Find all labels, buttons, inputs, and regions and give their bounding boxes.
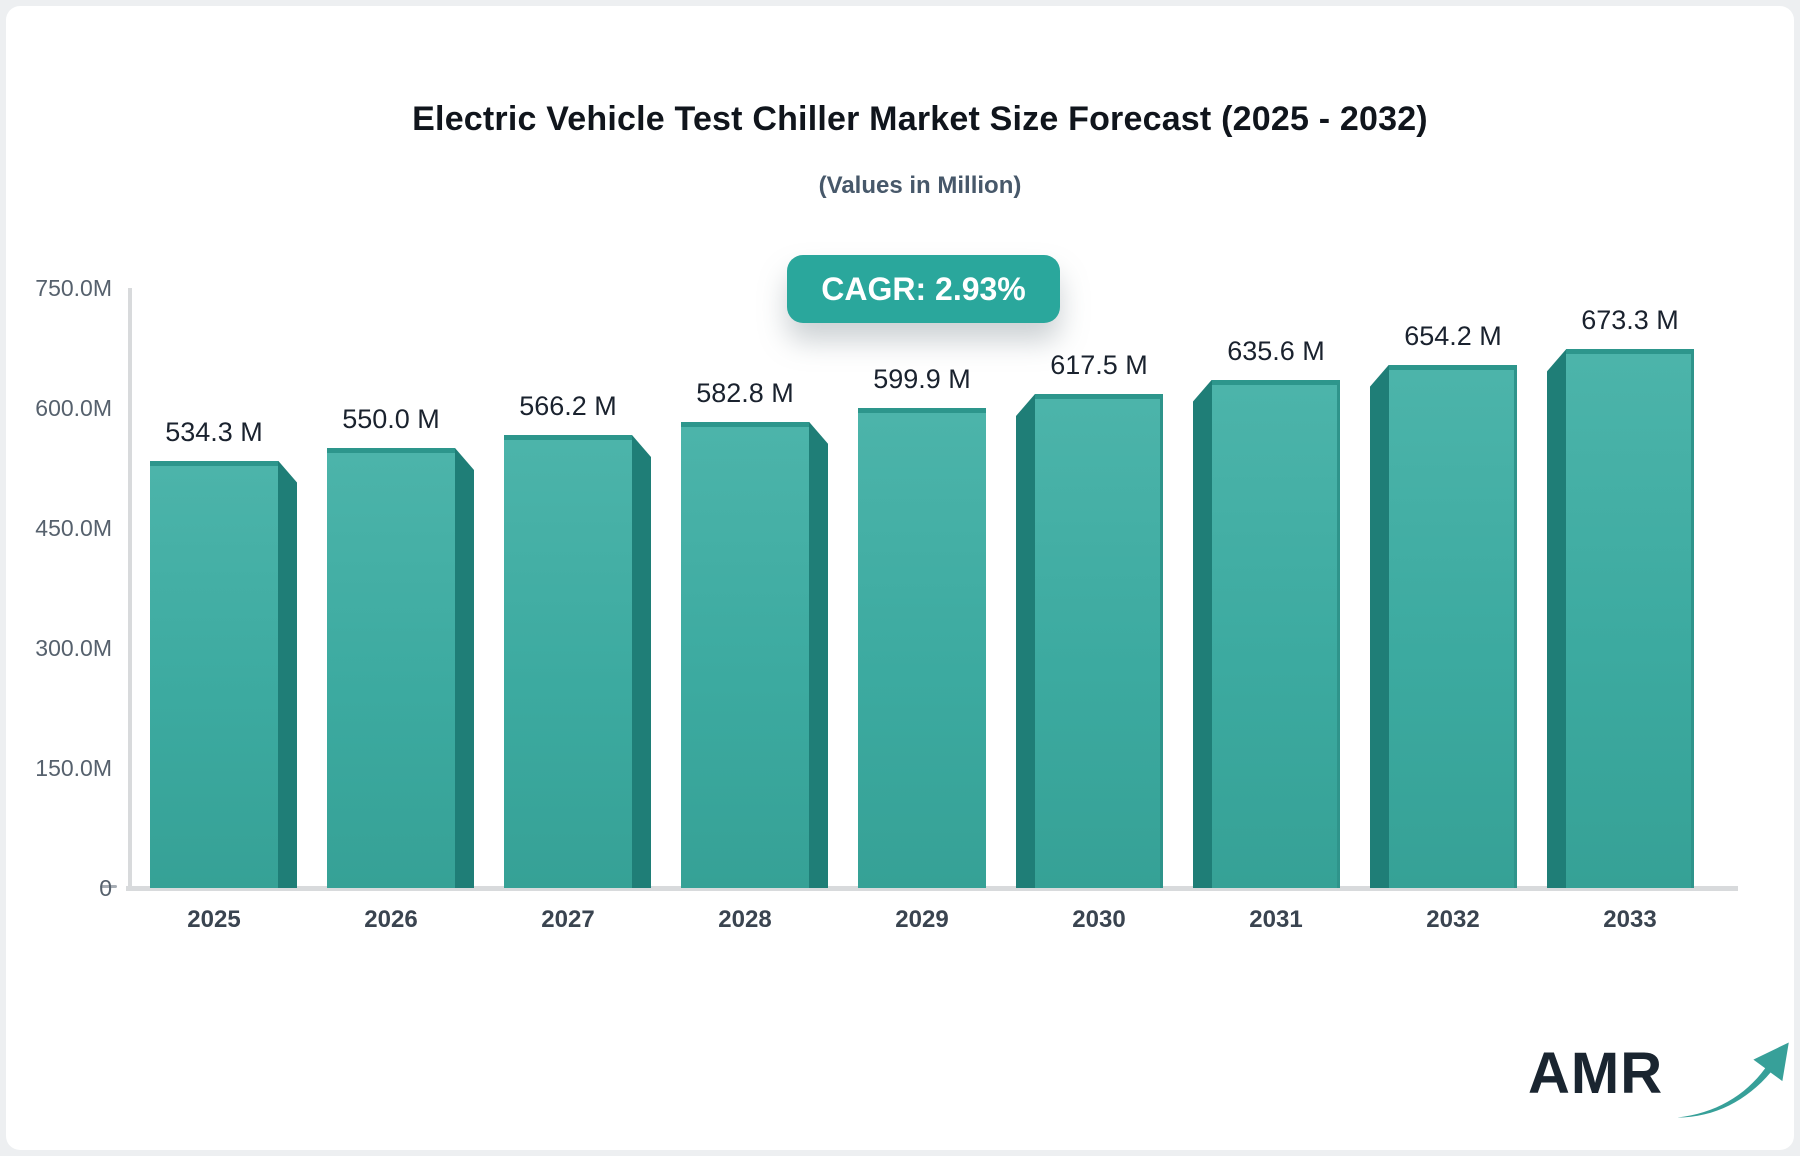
chart-title: Electric Vehicle Test Chiller Market Siz… [412, 100, 1428, 138]
amr-logo: AMR [1528, 1032, 1789, 1124]
y-axis-tick-label: 150.0M [35, 755, 112, 781]
x-axis-label-2030: 2030 [1072, 906, 1126, 933]
bar-2030-side-face [1016, 394, 1035, 888]
bar-2031 [1212, 379, 1340, 888]
cagr-badge: CAGR: 2.93% [787, 255, 1060, 323]
bar-2029 [858, 408, 986, 888]
y-axis-tick-label: 750.0M [35, 275, 112, 301]
bar-value-label-2033: 673.3 M [1581, 305, 1679, 336]
bar-value-label-2028: 582.8 M [696, 377, 794, 408]
bar-value-label-2026: 550.0 M [342, 404, 440, 434]
x-axis-label-2033: 2033 [1603, 906, 1657, 933]
bar-value-label-2025: 534.3 M [165, 416, 263, 447]
y-axis-tick-label: 600.0M [35, 395, 112, 421]
bar-2028-side-face [809, 421, 828, 888]
x-axis-label-2026: 2026 [364, 906, 418, 933]
bar-2032-side-face [1370, 364, 1389, 888]
bar-2025 [150, 460, 278, 888]
bar-2028 [681, 421, 809, 888]
y-axis-tick-label: 0 [99, 875, 112, 901]
x-axis-baseline [126, 886, 1738, 891]
x-axis-label-2028: 2028 [718, 906, 772, 933]
growth-arrow-icon [1677, 1042, 1789, 1118]
bar-2027-side-face [632, 435, 651, 888]
bar-value-label-2027: 566.2 M [519, 391, 617, 422]
x-axis-label-2027: 2027 [541, 906, 595, 933]
bar-2033 [1566, 349, 1694, 888]
bar-2030 [1035, 394, 1163, 888]
bar-2032 [1389, 364, 1517, 888]
bar-value-label-2030: 617.5 M [1050, 350, 1148, 380]
zero-tick-mark [100, 885, 117, 888]
x-axis-label-2029: 2029 [895, 906, 949, 933]
bar-value-label-2029: 599.9 M [873, 364, 971, 395]
chart-subtitle: (Values in Million) [818, 172, 1022, 199]
x-axis-label-2025: 2025 [187, 906, 241, 933]
cagr-badge-label: CAGR: 2.93% [821, 270, 1026, 307]
y-axis-tick-label: 300.0M [35, 635, 112, 661]
amr-logo-text: AMR [1528, 1041, 1664, 1106]
bar-2025-side-face [278, 460, 297, 888]
y-axis-line [128, 288, 132, 888]
x-axis-label-2032: 2032 [1426, 906, 1480, 933]
x-axis-label-2031: 2031 [1249, 906, 1303, 933]
bar-2031-side-face [1193, 379, 1212, 888]
y-axis-tick-label: 450.0M [35, 515, 112, 541]
bar-2033-side-face [1547, 349, 1566, 888]
bar-2026 [327, 448, 455, 888]
bar-value-label-2032: 654.2 M [1404, 320, 1502, 351]
bar-2026-side-face [455, 448, 474, 888]
bar-2027 [504, 435, 632, 888]
bar-value-label-2031: 635.6 M [1227, 335, 1325, 366]
